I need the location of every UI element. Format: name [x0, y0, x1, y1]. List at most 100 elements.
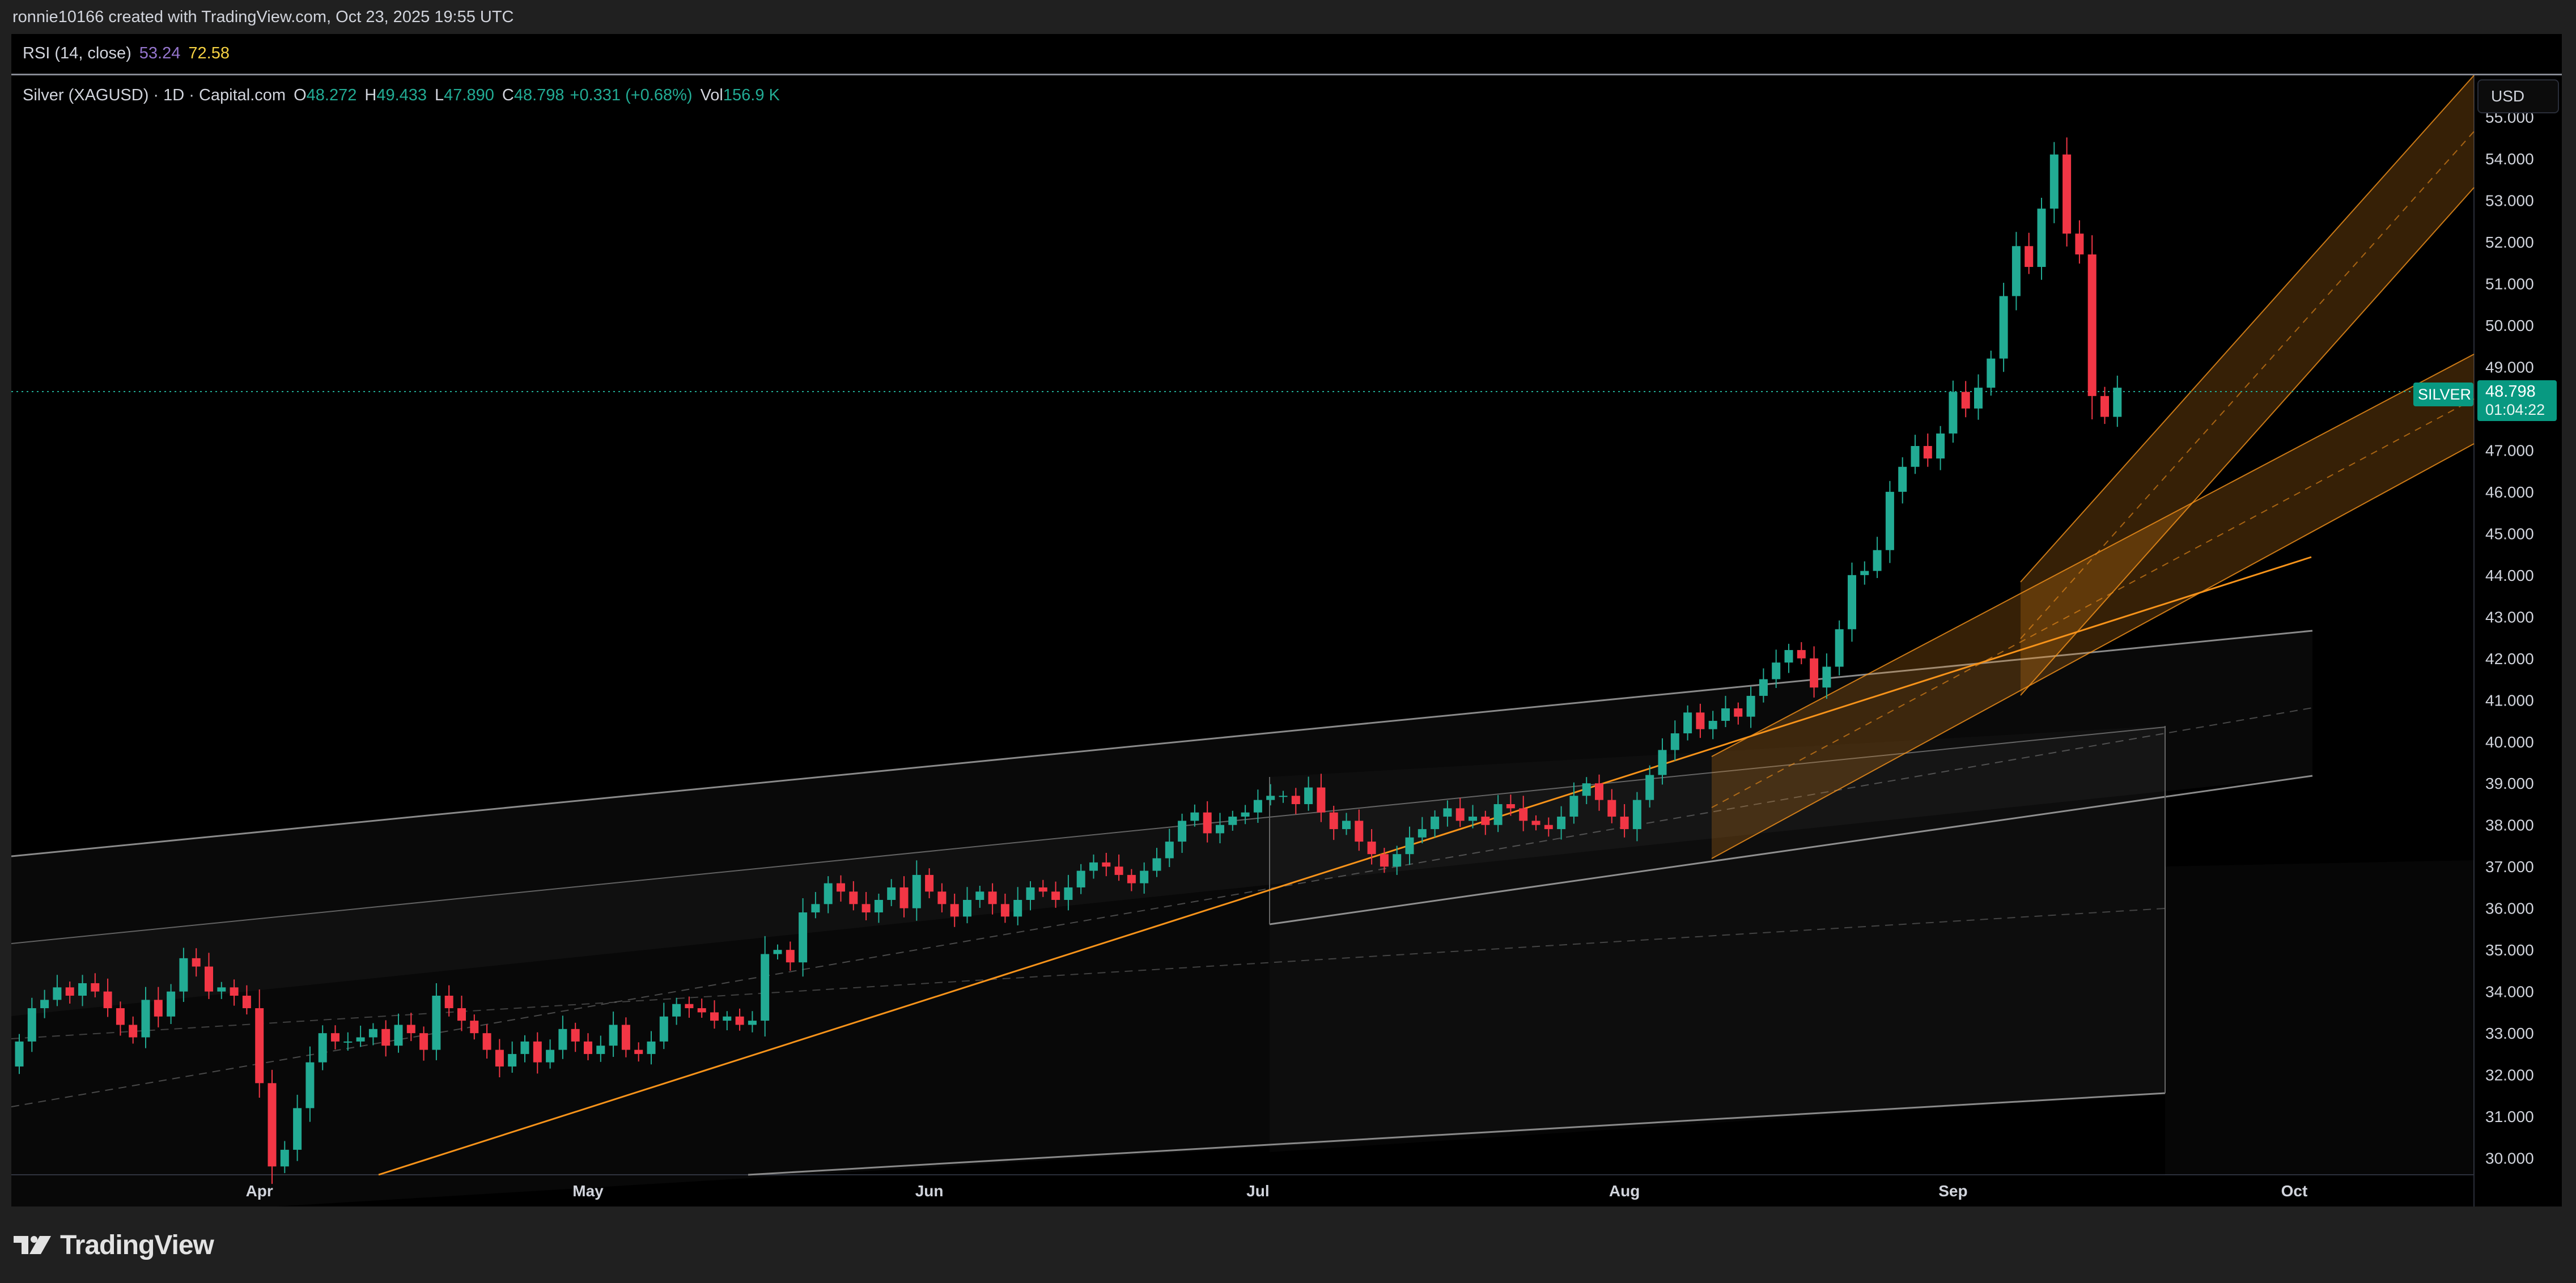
candle-body	[1165, 842, 1174, 859]
candle-body	[331, 1033, 339, 1042]
candle-body	[15, 1041, 24, 1067]
candle-body	[773, 950, 782, 954]
time-tick-label: Oct	[2281, 1182, 2308, 1200]
candle-body	[1190, 812, 1199, 821]
grey-channel-midline	[11, 707, 2313, 1107]
candle-body	[1696, 712, 1705, 729]
price-tick-label: 47.000	[2485, 441, 2534, 459]
open-key: O	[294, 86, 307, 104]
candle-body	[356, 1037, 365, 1042]
tradingview-logo[interactable]: TradingView	[12, 1229, 214, 1261]
candle-body	[2087, 254, 2097, 396]
candle-body	[230, 987, 239, 996]
candle-body	[723, 1016, 732, 1021]
rsi-label: RSI (14, close)	[23, 44, 131, 62]
candle-body	[368, 1029, 377, 1038]
candle-body	[899, 887, 909, 908]
candle-body	[748, 1021, 757, 1025]
candle-body	[571, 1029, 580, 1042]
candle-body	[1455, 808, 1465, 821]
candle-body	[1848, 575, 1856, 630]
candle-body	[1784, 650, 1793, 663]
candle-body	[811, 904, 820, 913]
candle-body	[1873, 550, 1882, 571]
candle-body	[419, 1033, 428, 1050]
candle-body	[2113, 388, 2122, 417]
candle-body	[2025, 246, 2034, 267]
candle-body	[1645, 775, 1654, 800]
price-chart[interactable]: 55.00054.00053.00052.00051.00050.00049.0…	[11, 75, 2562, 1206]
candle-body	[659, 1016, 668, 1042]
candle-body	[1987, 358, 1996, 388]
change-value: +0.331 (+0.68%)	[570, 86, 693, 104]
candle-body	[1734, 708, 1743, 717]
bar-countdown: 01:04:22	[2485, 401, 2545, 418]
candle-body	[1607, 800, 1616, 817]
time-tick-label: Jun	[915, 1182, 944, 1200]
series-name-tag: SILVER	[2413, 383, 2473, 406]
candles-group	[15, 137, 2122, 1184]
price-tick-label: 37.000	[2485, 858, 2534, 876]
candle-body	[862, 904, 871, 913]
candle-body	[1380, 854, 1389, 867]
candle-body	[1203, 812, 1212, 834]
price-tick-label: 42.000	[2485, 650, 2534, 668]
price-tick-label: 32.000	[2485, 1067, 2534, 1084]
candle-body	[925, 874, 934, 892]
candle-body	[1746, 695, 1755, 717]
candle-body	[1127, 874, 1136, 883]
candle-body	[1531, 821, 1540, 825]
candle-body	[533, 1041, 542, 1063]
candle-body	[1000, 904, 1009, 917]
currency-selector[interactable]: USD	[2477, 79, 2559, 113]
candle-body	[1393, 854, 1402, 867]
time-tick-label: Aug	[1609, 1182, 1640, 1200]
price-tick-label: 33.000	[2485, 1025, 2534, 1042]
grey-channel-upper-line	[11, 630, 2313, 857]
price-tick-label: 36.000	[2485, 900, 2534, 917]
candle-body	[1835, 629, 1844, 667]
candle-body	[154, 1000, 163, 1017]
candle-body	[1582, 783, 1591, 796]
box-bottom-line	[748, 1092, 2166, 1176]
candle-body	[1481, 817, 1490, 825]
candle-body	[470, 1021, 479, 1034]
grey-channel-lower-line	[1269, 775, 2313, 925]
candle-body	[621, 1025, 630, 1050]
candle-body	[1898, 466, 1907, 492]
rsi-pane[interactable]: RSI (14, close) 53.24 72.58	[11, 34, 2562, 75]
candle-body	[1999, 296, 2008, 359]
candle-body	[1114, 866, 1123, 875]
orange-channel-1-lower	[1711, 443, 2475, 859]
candle-body	[950, 904, 959, 917]
footer-bar: TradingView	[0, 1206, 2576, 1283]
candle-body	[634, 1050, 643, 1054]
last-price-tag: 48.798 01:04:22	[2477, 380, 2557, 421]
candle-body	[672, 1004, 681, 1017]
orange-channel-1-upper	[1711, 354, 2475, 757]
candle-body	[1519, 808, 1528, 821]
candle-body	[280, 1149, 289, 1167]
candle-body	[799, 912, 808, 963]
price-axis-labels: 55.00054.00053.00052.00051.00050.00049.0…	[2485, 108, 2534, 1167]
attribution-text: ronnie10166 created with TradingView.com…	[12, 8, 514, 26]
candle-body	[103, 991, 112, 1009]
candle-body	[91, 983, 100, 992]
candle-body	[141, 1000, 150, 1038]
candle-body	[1949, 392, 1958, 434]
candle-body	[1140, 870, 1149, 883]
open-value: 48.272	[306, 86, 357, 104]
candle-body	[1759, 679, 1768, 696]
price-tick-label: 39.000	[2485, 775, 2534, 792]
candle-body	[1544, 825, 1553, 830]
candle-body	[508, 1053, 517, 1067]
candle-body	[697, 1008, 706, 1013]
candle-body	[975, 891, 984, 900]
candle-body	[1911, 446, 1920, 467]
candle-body	[2075, 233, 2084, 254]
candle-body	[2100, 396, 2109, 417]
candle-body	[761, 954, 770, 1021]
main-chart-pane[interactable]: 55.000 54.000 53.000 52.000 51.000 50.000 49.0…	[11, 75, 2562, 1206]
candle-body	[1974, 388, 1983, 409]
candle-body	[710, 1012, 719, 1021]
